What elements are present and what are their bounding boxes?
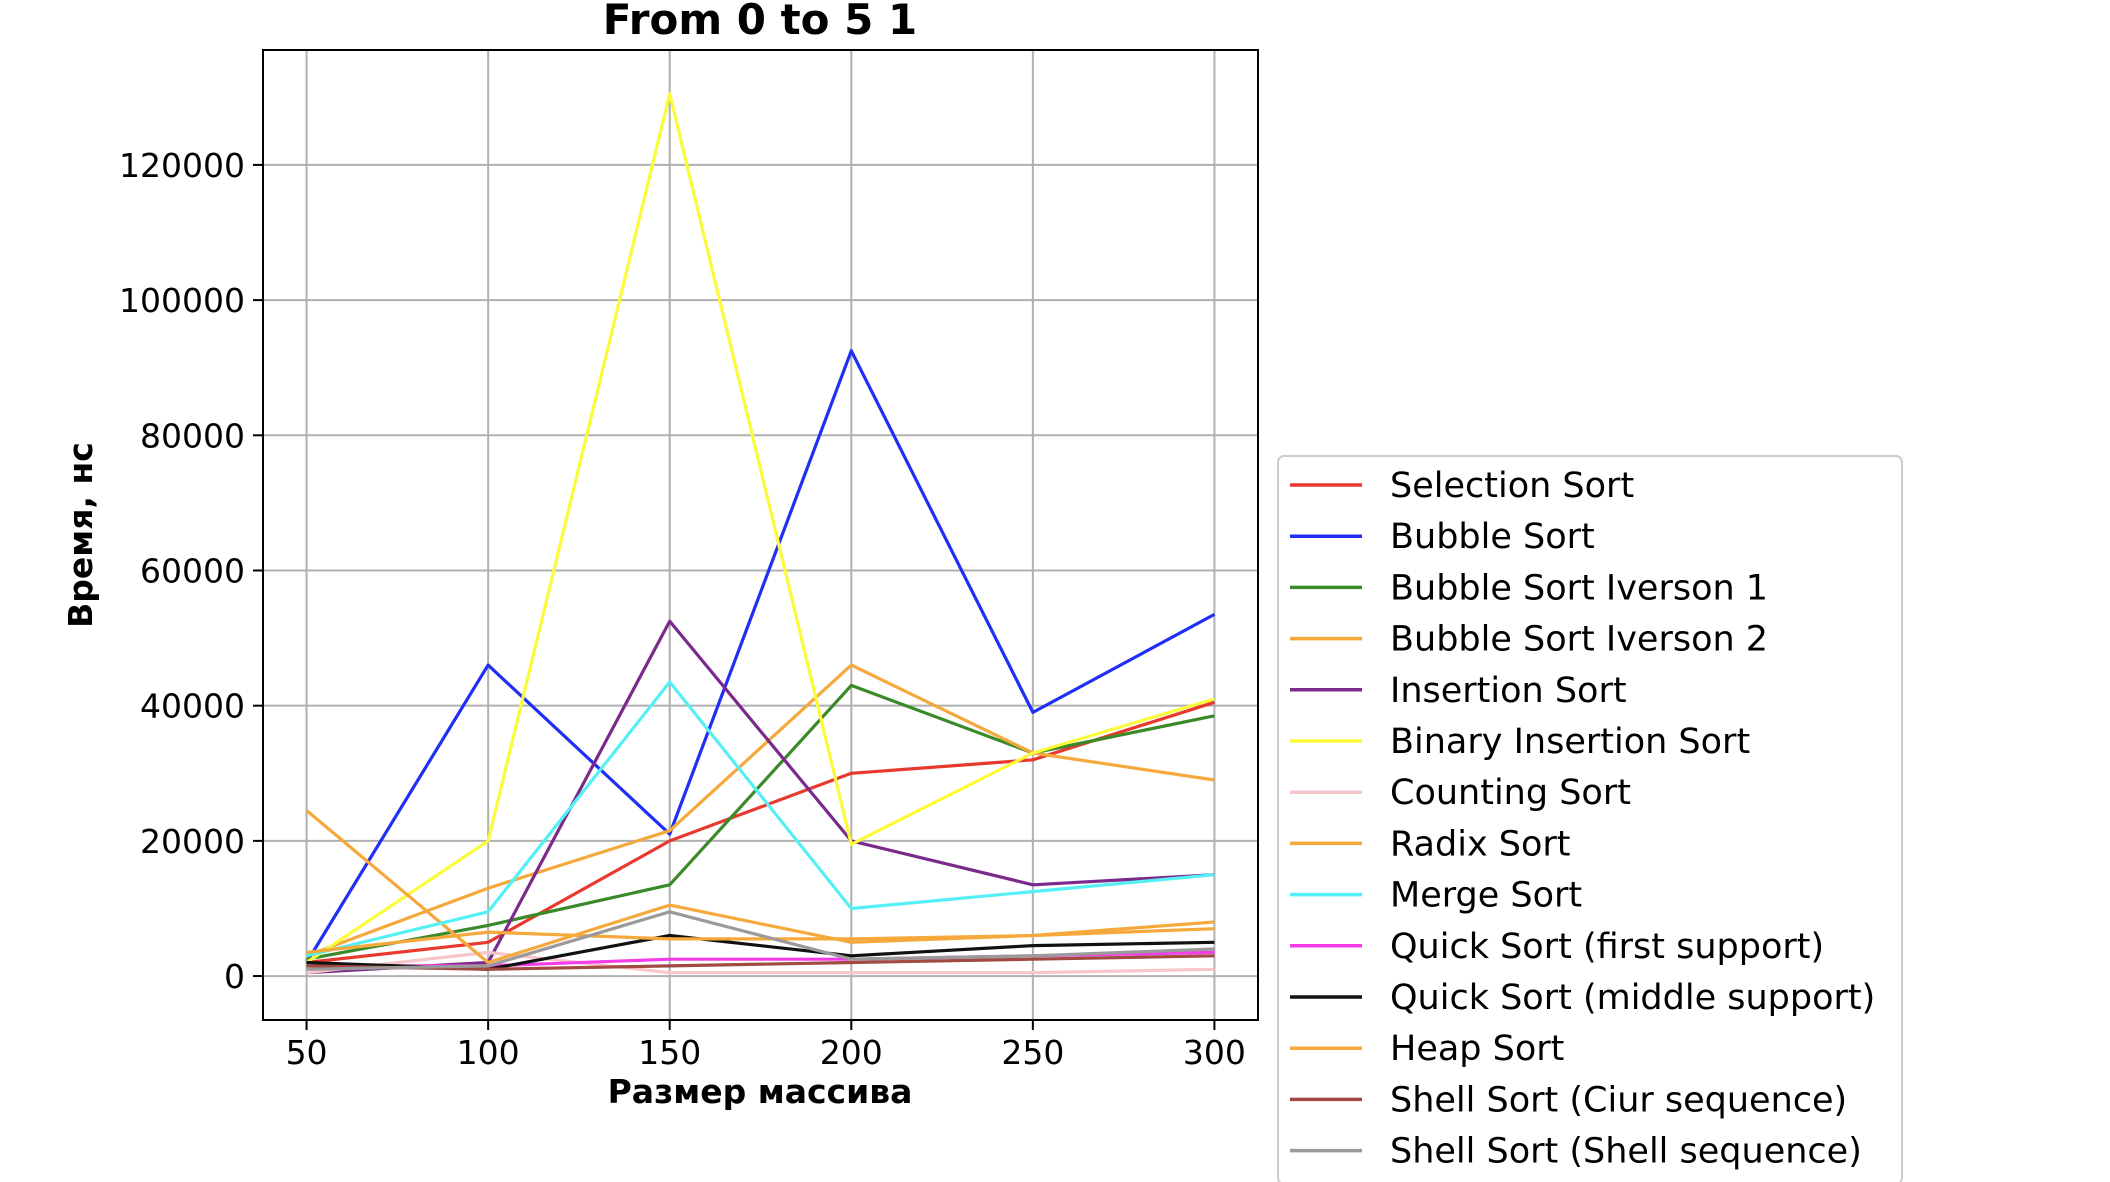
y-tick-label: 120000 [119,146,245,185]
legend-label-8: Merge Sort [1390,876,1582,916]
y-tick-label: 60000 [140,551,245,590]
series-line-0 [306,700,1215,965]
series-line-2 [306,683,1215,961]
grid-lines [263,50,1258,1020]
y-tick-label: 100000 [119,281,245,320]
x-tick-label: 300 [1183,1033,1246,1072]
series-line-6 [306,950,1215,975]
x-tick-label: 150 [638,1033,701,1072]
legend-label-1: Bubble Sort [1390,517,1595,557]
legend-box [1277,455,1903,1182]
axis-ticks: 50 100 150 200 250 300 0 20000 40000 60000 80000 10… [119,146,1246,1072]
x-tick-label: 50 [286,1033,328,1072]
series-lines [305,92,1216,975]
legend: Selection Sort Bubble Sort Bubble Sort Ive… [1277,455,1903,1182]
legend-label-12: Shell Sort (Ciur sequence) [1390,1080,1847,1120]
x-tick-label: 100 [457,1033,520,1072]
chart-title: From 0 to 5 1 [603,0,917,44]
y-tick-label: 20000 [140,822,245,861]
legend-label-0: Selection Sort [1390,466,1634,506]
series-line-13 [306,910,1215,971]
series-line-4 [306,619,1215,975]
legend-label-2: Bubble Sort Iverson 1 [1390,568,1768,608]
y-axis-label: Время, нс [61,442,100,628]
plot-area-frame [262,49,1259,1021]
x-axis-label: Размер массива [608,1072,913,1111]
legend-label-10: Quick Sort (middle support) [1390,978,1875,1018]
y-tick-label: 40000 [140,687,245,726]
series-line-11 [306,920,1215,954]
series-line-5 [305,92,1215,964]
legend-label-13: Shell Sort (Shell sequence) [1390,1132,1862,1172]
x-tick-label: 200 [820,1033,883,1072]
y-tick-label: 0 [224,957,245,996]
legend-label-9: Quick Sort (first support) [1390,927,1824,967]
series-line-12 [306,954,1215,971]
legend-label-5: Binary Insertion Sort [1390,722,1750,762]
x-tick-label: 250 [1001,1033,1064,1072]
series-line-3 [306,663,1215,958]
legend-label-7: Radix Sort [1390,824,1571,864]
legend-label-4: Insertion Sort [1390,671,1627,711]
series-line-1 [305,349,1216,964]
legend-label-11: Heap Sort [1390,1029,1564,1069]
legend-label-6: Counting Sort [1390,773,1631,813]
series-line-8 [306,680,1215,958]
y-tick-label: 80000 [140,416,245,455]
legend-label-3: Bubble Sort Iverson 2 [1390,620,1768,660]
